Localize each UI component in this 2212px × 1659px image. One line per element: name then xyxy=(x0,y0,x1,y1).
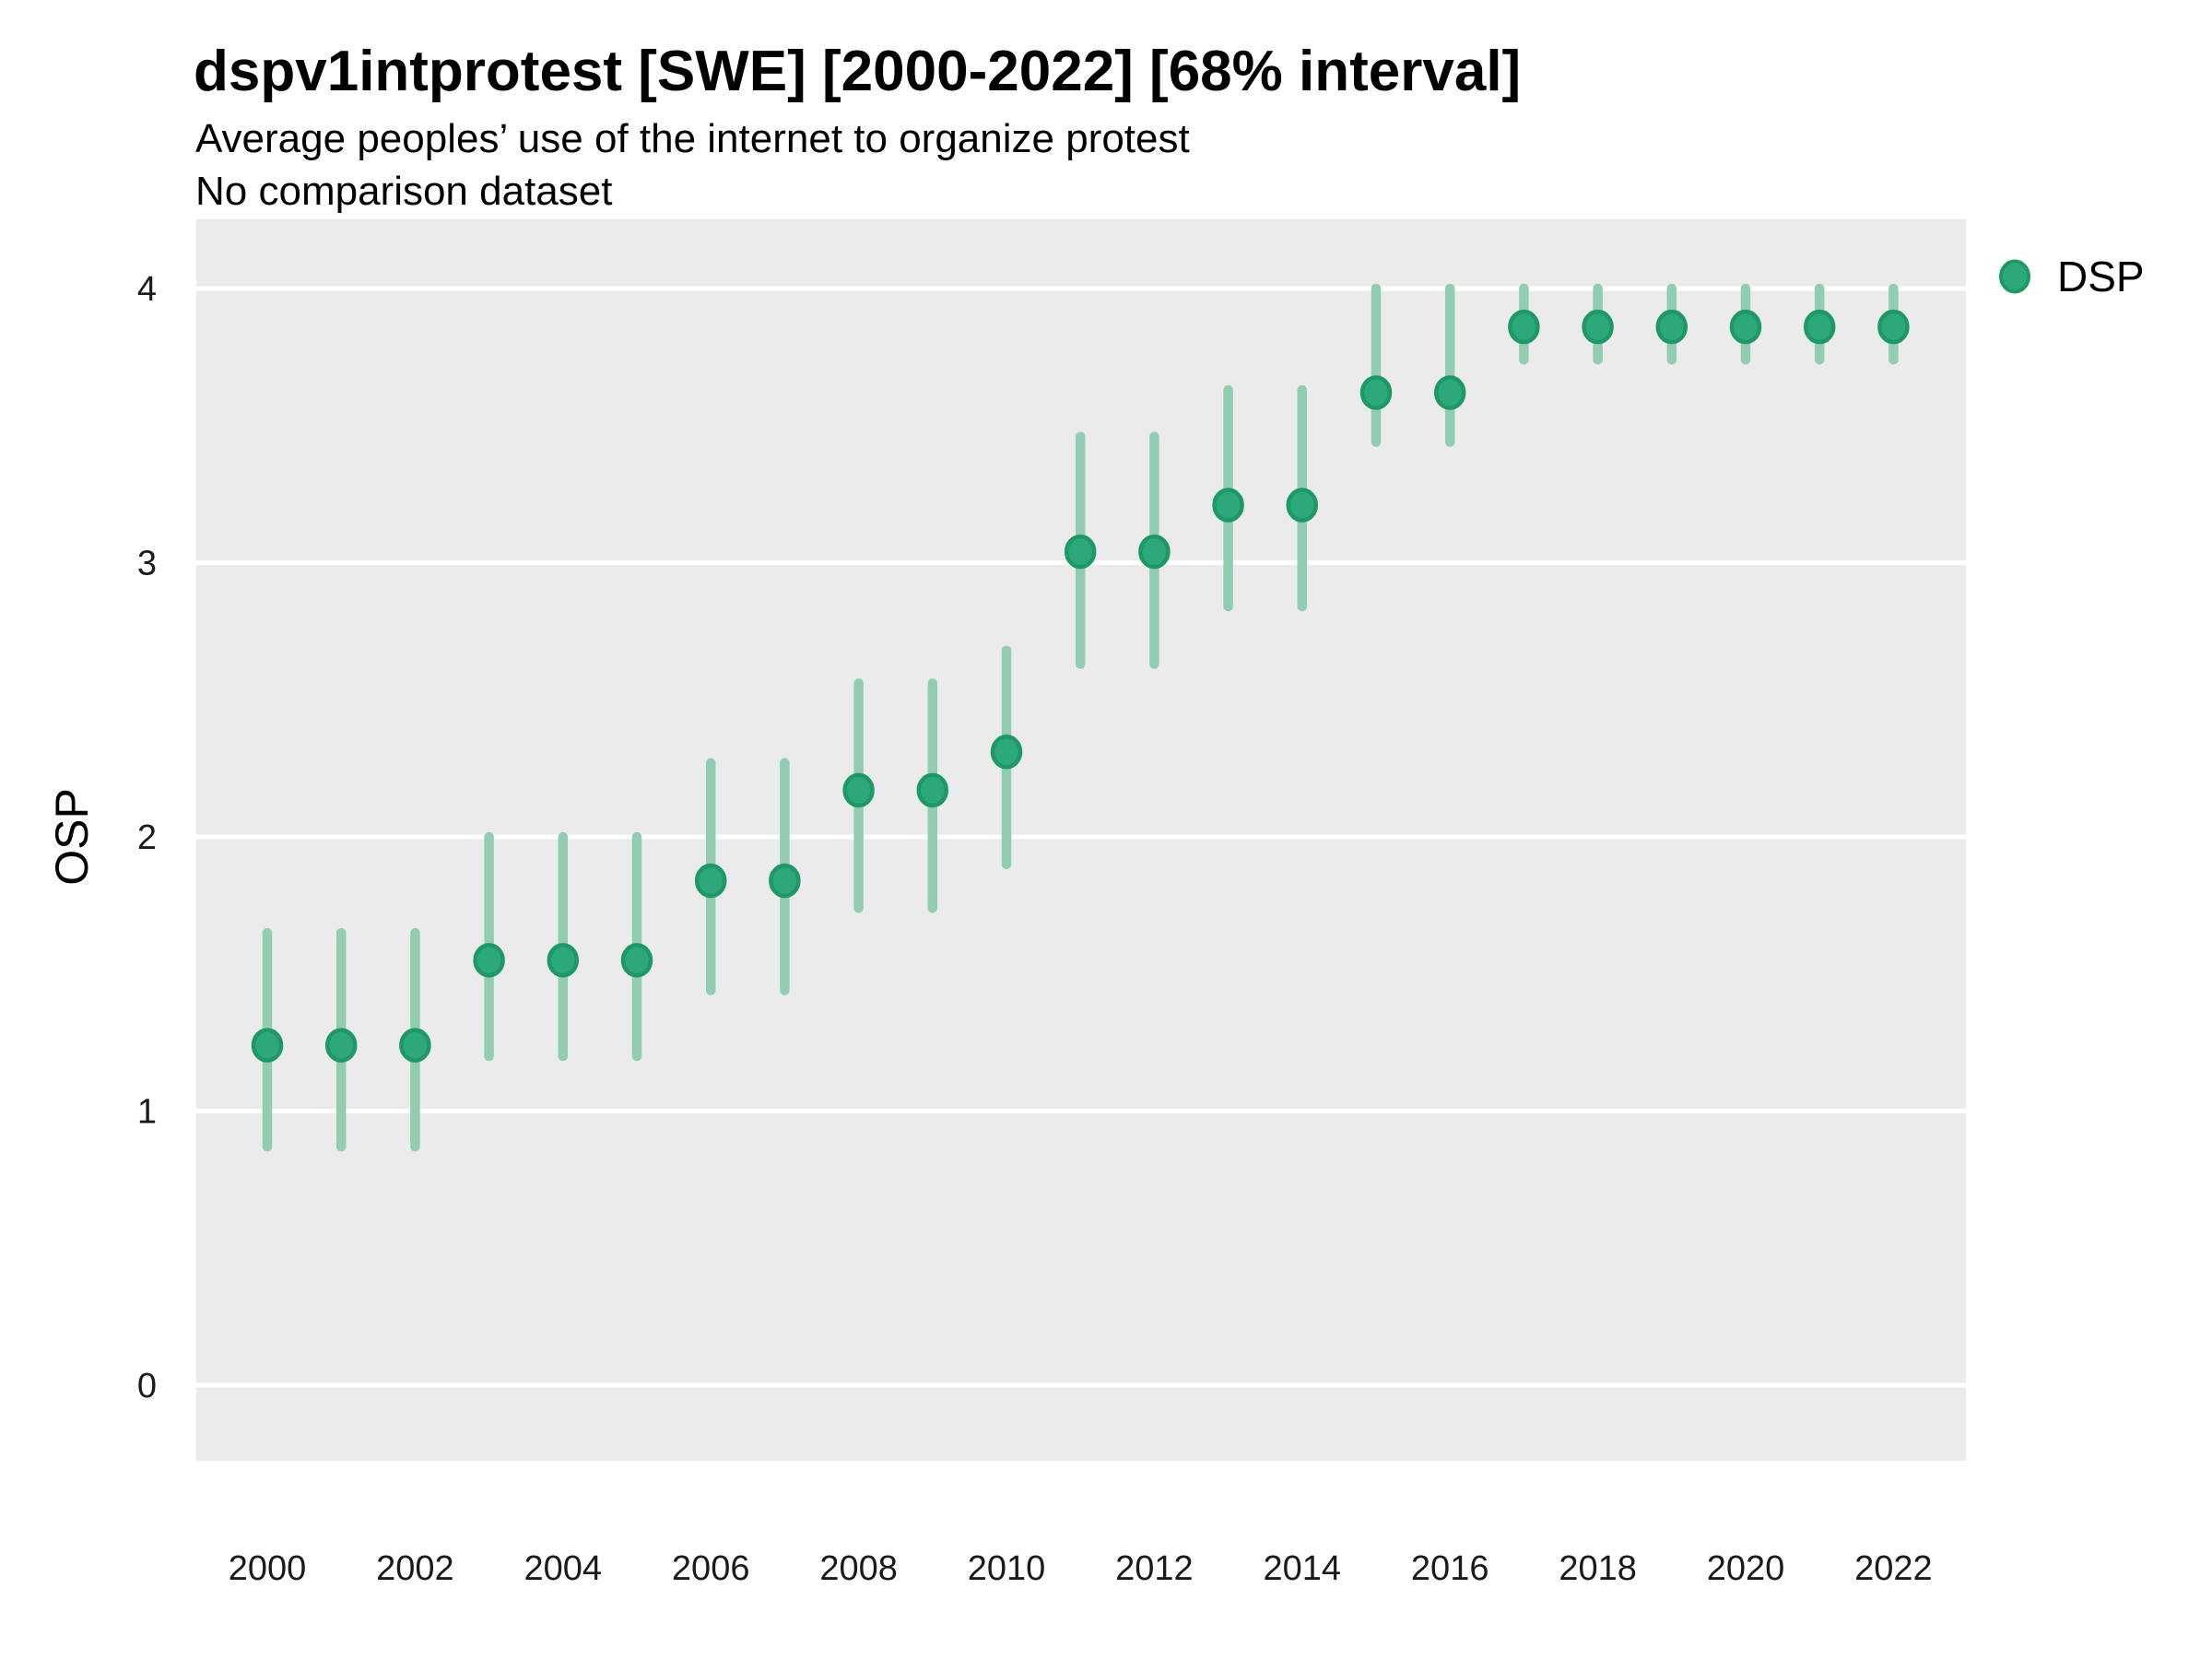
x-tick-label-2022: 2022 xyxy=(1854,1549,1933,1588)
chart-subtitle: Average peoples’ use of the internet to … xyxy=(195,116,1190,161)
x-tick-label-2012: 2012 xyxy=(1115,1549,1194,1588)
point-2007 xyxy=(769,863,801,899)
point-2011 xyxy=(1064,534,1097,570)
y-tick-label-4: 4 xyxy=(137,270,157,309)
y-axis-tick-labels: 0 1 2 3 4 xyxy=(137,270,157,1406)
point-2012 xyxy=(1138,534,1171,570)
point-2022 xyxy=(1877,309,1910,345)
x-tick-label-2020: 2020 xyxy=(1707,1549,1785,1588)
point-2020 xyxy=(1729,309,1762,345)
point-2016 xyxy=(1433,375,1466,410)
panel-background xyxy=(196,219,1966,1461)
x-tick-label-2000: 2000 xyxy=(229,1549,307,1588)
point-2001 xyxy=(324,1028,358,1063)
y-tick-label-2: 2 xyxy=(137,818,157,857)
point-2015 xyxy=(1359,375,1393,410)
point-layer xyxy=(251,309,1910,1063)
point-2019 xyxy=(1655,309,1688,345)
point-2005 xyxy=(620,943,653,978)
point-2018 xyxy=(1582,309,1614,345)
x-tick-label-2008: 2008 xyxy=(819,1549,898,1588)
x-tick-label-2018: 2018 xyxy=(1559,1549,1637,1588)
x-tick-label-2016: 2016 xyxy=(1411,1549,1489,1588)
point-2009 xyxy=(916,772,949,808)
point-2002 xyxy=(399,1028,431,1063)
point-2006 xyxy=(694,863,727,899)
chart-note: No comparison dataset xyxy=(195,169,613,214)
point-2010 xyxy=(990,735,1023,770)
point-2004 xyxy=(547,943,580,978)
y-tick-label-0: 0 xyxy=(137,1367,157,1406)
legend-dsp-swatch xyxy=(1999,259,2030,294)
x-axis-tick-labels: 2000 2002 2004 2006 2008 2010 2012 2014 2016 2018… xyxy=(229,1549,1933,1588)
legend: DSP xyxy=(1999,253,2145,300)
page-title: dspv1intprotest [SWE] [2000-2022] [68% i… xyxy=(194,40,1522,103)
x-tick-label-2002: 2002 xyxy=(376,1549,454,1588)
legend-dsp-label: DSP xyxy=(2057,253,2145,300)
y-axis-title: OSP xyxy=(46,788,98,886)
x-tick-label-2010: 2010 xyxy=(968,1549,1046,1588)
point-2008 xyxy=(842,772,875,808)
point-2000 xyxy=(251,1028,284,1063)
point-2017 xyxy=(1508,309,1540,345)
x-tick-label-2006: 2006 xyxy=(672,1549,750,1588)
point-2013 xyxy=(1212,488,1244,523)
y-tick-label-1: 1 xyxy=(137,1093,157,1132)
x-tick-label-2014: 2014 xyxy=(1264,1549,1342,1588)
point-2003 xyxy=(473,943,505,978)
point-2021 xyxy=(1803,309,1836,345)
point-2014 xyxy=(1286,488,1319,523)
x-tick-label-2004: 2004 xyxy=(524,1549,603,1588)
y-tick-label-3: 3 xyxy=(137,545,157,583)
